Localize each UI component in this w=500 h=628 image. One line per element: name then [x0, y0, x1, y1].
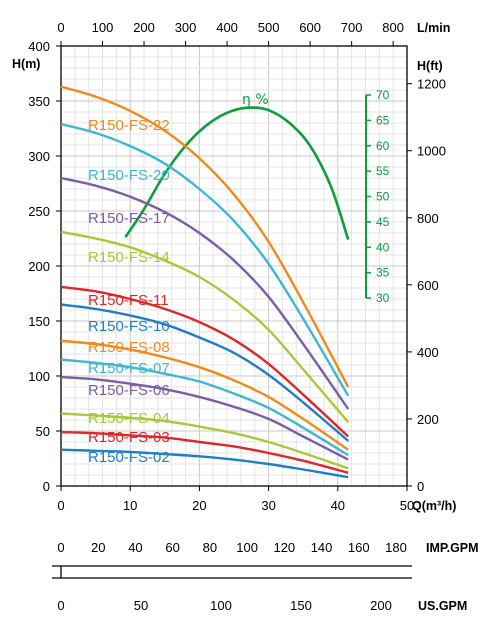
imp-gpm-tick-label: 160	[348, 540, 370, 555]
top-tick-label: 300	[175, 20, 197, 35]
curve-r150-fs-17	[60, 176, 350, 410]
series-label-r150-fs-10: R150-FS-10	[88, 318, 170, 335]
curve-r150-fs-04	[60, 412, 349, 470]
y-axis-label: H(m)	[12, 57, 40, 71]
top-axis-label: L/min	[417, 21, 450, 35]
series-labels: R150-FS-22 R150-FS-20 R150-FS-17 R150-FS-14…	[88, 117, 170, 466]
top-tick-label: 100	[92, 20, 114, 35]
efficiency-tick-label: 35	[376, 266, 390, 280]
us-gpm-tick-label: 200	[370, 598, 392, 613]
right-tick-label: 400	[417, 345, 439, 360]
curve-r150-fs-14	[60, 230, 350, 423]
right-tick-label: 0	[417, 479, 424, 494]
series-label-r150-fs-17: R150-FS-17	[88, 210, 170, 227]
efficiency-curve	[124, 106, 350, 241]
efficiency-tick-label: 50	[376, 190, 390, 204]
efficiency-tick-label: 30	[376, 291, 390, 305]
y-tick-label: 350	[28, 94, 50, 109]
series-label-r150-fs-14: R150-FS-14	[88, 249, 170, 266]
curve-r150-fs-20	[60, 122, 350, 397]
top-tick-label: 600	[299, 20, 321, 35]
top-tick-label: 800	[382, 20, 404, 35]
top-tick-label: 700	[341, 20, 363, 35]
series-label-r150-fs-04: R150-FS-04	[88, 410, 170, 427]
us-gpm-tick-label: 100	[210, 598, 232, 613]
us-gpm-tick-label: 0	[57, 598, 64, 613]
top-tick-label: 400	[216, 20, 238, 35]
top-tick-label: 200	[133, 20, 155, 35]
top-tick-label: 0	[57, 20, 64, 35]
x-tick-label: 0	[57, 498, 64, 513]
imp-gpm-tick-label: 20	[91, 540, 105, 555]
curve-r150-fs-10	[60, 303, 349, 442]
efficiency-tick-label: 45	[376, 215, 390, 229]
series-label-r150-fs-22: R150-FS-22	[88, 117, 170, 134]
right-tick-label: 1200	[417, 77, 446, 92]
axes: 0 10 20 30 40 50Q(m³/h)0501001502002503003504…	[12, 20, 456, 513]
curve-r150-fs-07	[60, 358, 349, 457]
series-label-r150-fs-03: R150-FS-03	[88, 429, 170, 446]
x-axis-label: Q(m³/h)	[412, 499, 456, 513]
x-tick-label: 40	[331, 498, 345, 513]
series-label-r150-fs-11: R150-FS-11	[88, 292, 169, 309]
imp-gpm-tick-label: 100	[236, 540, 258, 555]
y-tick-label: 300	[28, 149, 50, 164]
efficiency-tick-label: 60	[376, 139, 390, 153]
right-tick-label: 800	[417, 211, 439, 226]
curve-r150-fs-11	[60, 285, 350, 438]
y-tick-label: 50	[36, 424, 50, 439]
y-tick-label: 150	[28, 314, 50, 329]
us-gpm-axis-label: US.GPM	[418, 599, 467, 613]
curve-r150-fs-03	[60, 430, 349, 474]
efficiency-tick-label: 55	[376, 164, 390, 178]
right-axis-label: H(ft)	[417, 59, 443, 73]
curve-r150-fs-06	[60, 375, 349, 461]
imp-gpm-tick-label: 0	[57, 540, 64, 555]
imp-gpm-tick-label: 120	[273, 540, 295, 555]
us-gpm-tick-label: 50	[134, 598, 148, 613]
imp-gpm-tick-label: 40	[128, 540, 142, 555]
imp-gpm-tick-label: 180	[385, 540, 407, 555]
imp-gpm-tick-label: 60	[165, 540, 179, 555]
curves	[60, 85, 350, 479]
efficiency-tick-label: 65	[376, 113, 390, 127]
y-tick-label: 200	[28, 259, 50, 274]
series-label-r150-fs-20: R150-FS-20	[88, 167, 170, 184]
right-tick-label: 600	[417, 278, 439, 293]
y-tick-label: 400	[28, 39, 50, 54]
x-tick-label: 30	[261, 498, 275, 513]
x-tick-label: 10	[123, 498, 137, 513]
curve-r150-fs-02	[60, 448, 349, 479]
y-tick-label: 100	[28, 369, 50, 384]
efficiency-tick-label: 70	[376, 88, 390, 102]
top-tick-label: 500	[258, 20, 280, 35]
imp-gpm-tick-label: 80	[203, 540, 217, 555]
series-label-r150-fs-06: R150-FS-06	[88, 382, 170, 399]
x-tick-label: 50	[400, 498, 414, 513]
x-tick-label: 20	[192, 498, 206, 513]
efficiency-axis-label: η %	[242, 92, 269, 108]
us-gpm-tick-label: 150	[290, 598, 312, 613]
imp-gpm-tick-label: 140	[311, 540, 333, 555]
series-label-r150-fs-07: R150-FS-07	[88, 360, 170, 377]
curve-r150-fs-22	[60, 85, 350, 388]
imp-gpm-axis-label: IMP.GPM	[426, 541, 479, 555]
right-tick-label: 200	[417, 412, 439, 427]
curve-r150-fs-08	[60, 339, 349, 451]
series-label-r150-fs-02: R150-FS-02	[88, 449, 170, 466]
y-tick-label: 250	[28, 204, 50, 219]
series-label-r150-fs-08: R150-FS-08	[88, 339, 170, 356]
efficiency-tick-label: 40	[376, 240, 390, 254]
flow-unit-scales: 0 20 40 60 80 100 120 140 160 180 IMP.GPM 0 50 100 150…	[52, 540, 479, 613]
y-tick-label: 0	[43, 479, 50, 494]
right-tick-label: 1000	[417, 144, 446, 159]
